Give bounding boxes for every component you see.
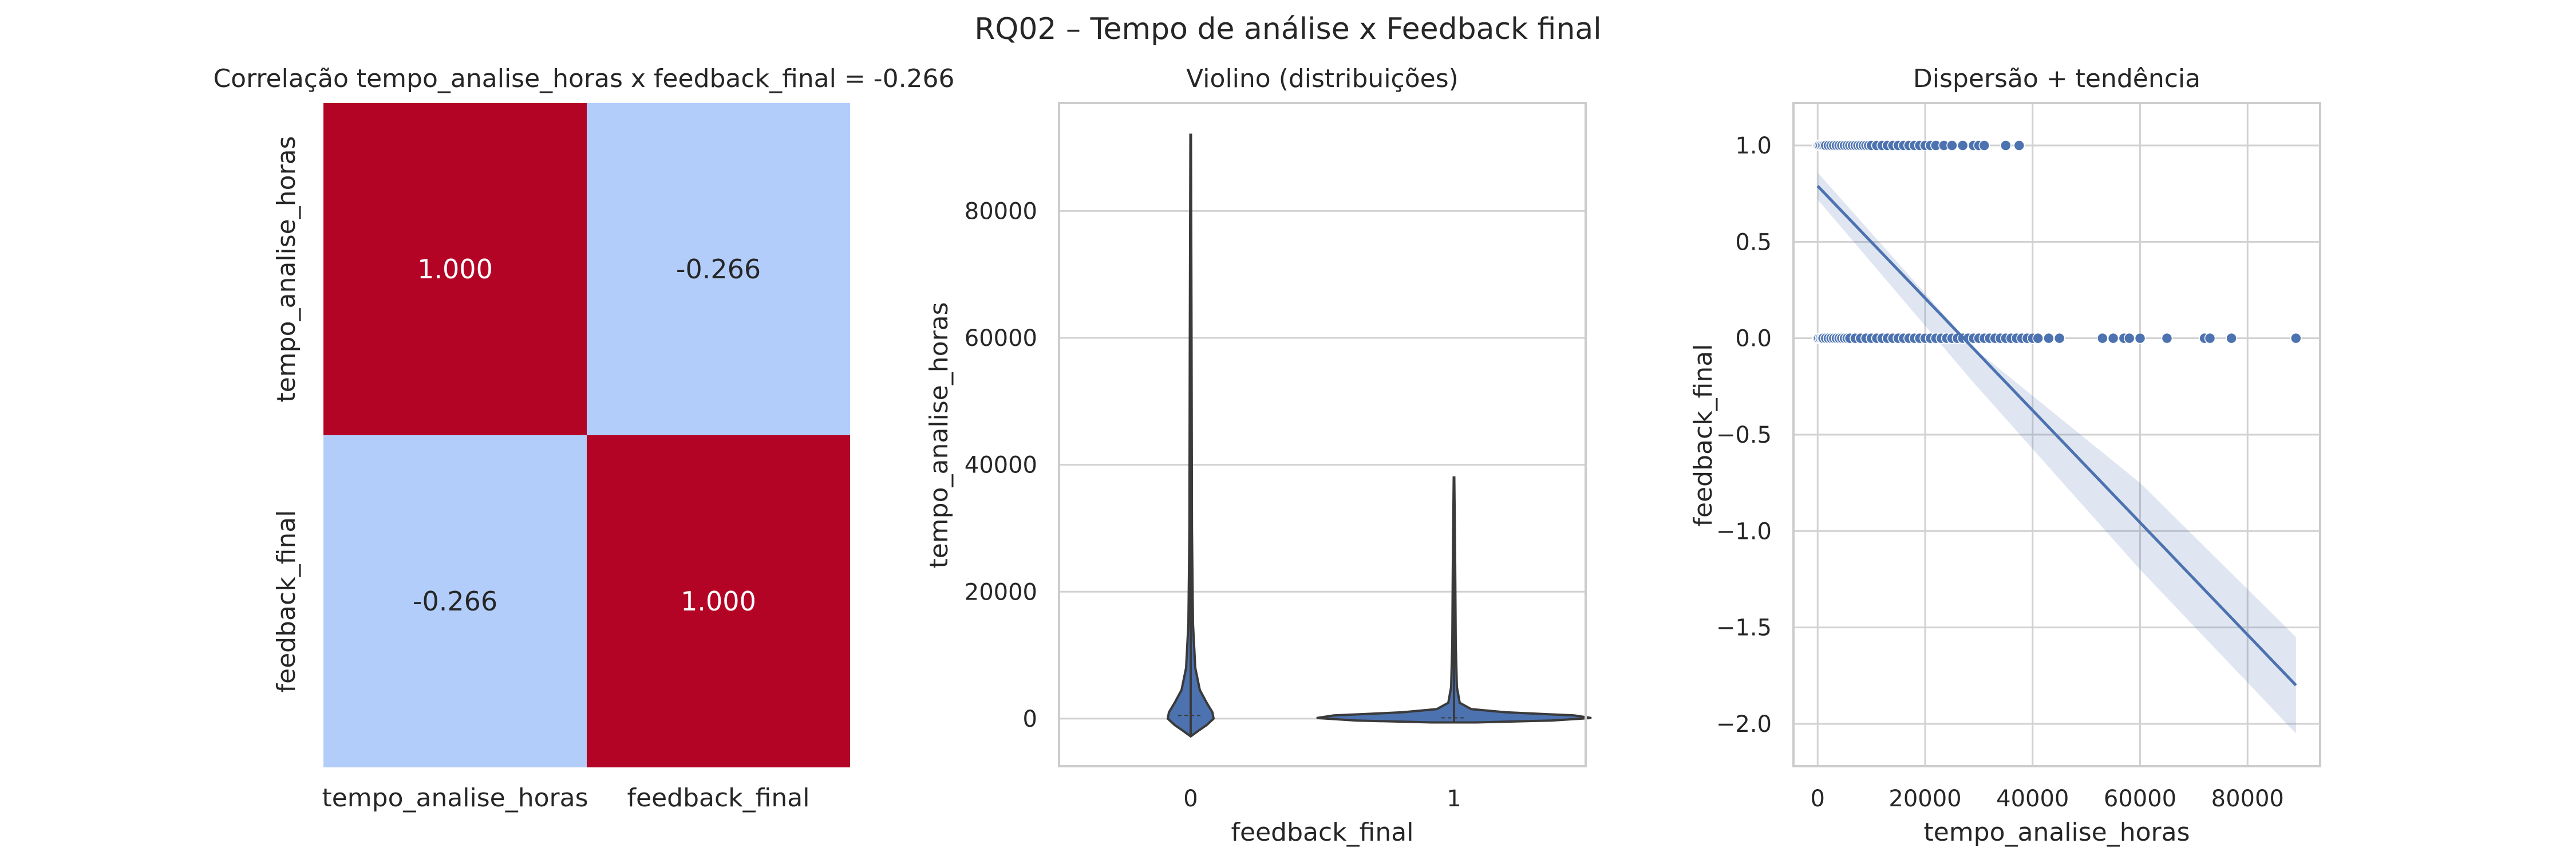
violin-xlabel: feedback_final	[1231, 818, 1414, 847]
violin-xtick-label: 1	[1447, 786, 1461, 812]
heatmap-cell-label-1-0: -0.266	[413, 586, 497, 617]
violin-ytick-label: 20000	[965, 579, 1037, 605]
violin-ylabel: tempo_analise_horas	[924, 302, 954, 568]
figure-title: RQ02 – Tempo de análise x Feedback final	[974, 12, 1601, 46]
heatmap-cell-1-1	[587, 435, 850, 767]
scatter-xtick-label: 20000	[1888, 786, 1961, 812]
heatmap-cell-0-1	[587, 103, 850, 435]
scatter-xlabel: tempo_analise_horas	[1923, 818, 2190, 847]
violin-ytick-label: 60000	[965, 325, 1037, 352]
violin-shapes	[1166, 133, 1592, 738]
scatter-point	[1946, 140, 1958, 151]
scatter-panel: Dispersão + tendência 1.0 0.5 0.0 −0.5 −1.0 −…	[1689, 64, 2321, 847]
scatter-xtick-label: 80000	[2211, 786, 2284, 812]
heatmap-cell-1-0	[323, 435, 587, 767]
violin-panel: Violino (distribuições) 0 20000 40000 60000…	[924, 64, 1592, 847]
scatter-ytick-label: 1.0	[1735, 133, 1772, 159]
scatter-point	[2097, 332, 2108, 344]
heatmap-row-label-1: feedback_final	[272, 510, 301, 693]
scatter-xtick-label: 0	[1811, 786, 1825, 812]
scatter-xtick-label: 60000	[2104, 786, 2176, 812]
scatter-frame	[1792, 102, 2321, 767]
scatter-ci-band	[1818, 172, 2296, 734]
violin-xtick-label: 0	[1183, 786, 1198, 812]
heatmap-panel: Correlação tempo_analise_horas x feedbac…	[213, 64, 954, 813]
violin-title: Violino (distribuições)	[1186, 64, 1459, 93]
violin-frame	[1058, 102, 1587, 767]
violin-ytick-label: 40000	[965, 452, 1037, 479]
scatter-point	[2123, 332, 2135, 344]
scatter-point	[1978, 140, 1990, 151]
scatter-ytick-label: −1.5	[1716, 615, 1772, 641]
heatmap-title: Correlação tempo_analise_horas x feedbac…	[213, 64, 954, 93]
scatter-point	[2000, 140, 2012, 151]
scatter-ytick-label: 0.0	[1735, 326, 1772, 352]
scatter-trend	[1816, 185, 2297, 687]
scatter-point	[2107, 332, 2119, 344]
violin-ytick-label: 0	[1023, 706, 1037, 732]
heatmap-row-label-0: tempo_analise_horas	[272, 136, 301, 402]
scatter-point	[2013, 140, 2025, 151]
violin-y-ticks: 0 20000 40000 60000 80000	[965, 198, 1037, 732]
scatter-point	[2290, 332, 2302, 344]
scatter-xtick-label: 40000	[1996, 786, 2069, 812]
scatter-point	[2032, 332, 2044, 344]
violin-grid	[1059, 210, 1586, 720]
scatter-ytick-label: −1.0	[1716, 518, 1772, 545]
scatter-point	[2226, 332, 2237, 344]
scatter-point	[2043, 332, 2055, 344]
scatter-title: Dispersão + tendência	[1913, 64, 2200, 93]
heatmap-col-label-1: feedback_final	[627, 783, 810, 813]
scatter-point	[2204, 332, 2216, 344]
heatmap-cell-label-0-0: 1.000	[417, 254, 493, 285]
scatter-ytick-label: −0.5	[1716, 422, 1772, 448]
scatter-ci-polygon	[1818, 172, 2296, 734]
scatter-y-ticks: 1.0 0.5 0.0 −0.5 −1.0 −1.5 −2.0	[1716, 133, 1772, 738]
scatter-point	[2134, 332, 2146, 344]
heatmap-cell-0-0	[323, 103, 587, 435]
scatter-ylabel: feedback_final	[1689, 344, 1718, 527]
scatter-point	[1957, 140, 1969, 151]
scatter-point	[2053, 332, 2065, 344]
scatter-ytick-label: 0.5	[1735, 229, 1772, 255]
scatter-trend-line	[1816, 185, 2297, 687]
heatmap-cells: 1.000 -0.266 -0.266 1.000	[323, 103, 850, 767]
violin-ytick-label: 80000	[965, 198, 1037, 224]
heatmap-cell-label-0-1: -0.266	[676, 254, 761, 285]
scatter-ytick-label: −2.0	[1716, 711, 1772, 738]
scatter-point	[2161, 332, 2173, 344]
heatmap-col-label-0: tempo_analise_horas	[322, 783, 588, 813]
scatter-points	[1812, 140, 2302, 344]
scatter-x-ticks: 0 20000 40000 60000 80000	[1811, 786, 2284, 812]
heatmap-cell-label-1-1: 1.000	[681, 586, 756, 617]
